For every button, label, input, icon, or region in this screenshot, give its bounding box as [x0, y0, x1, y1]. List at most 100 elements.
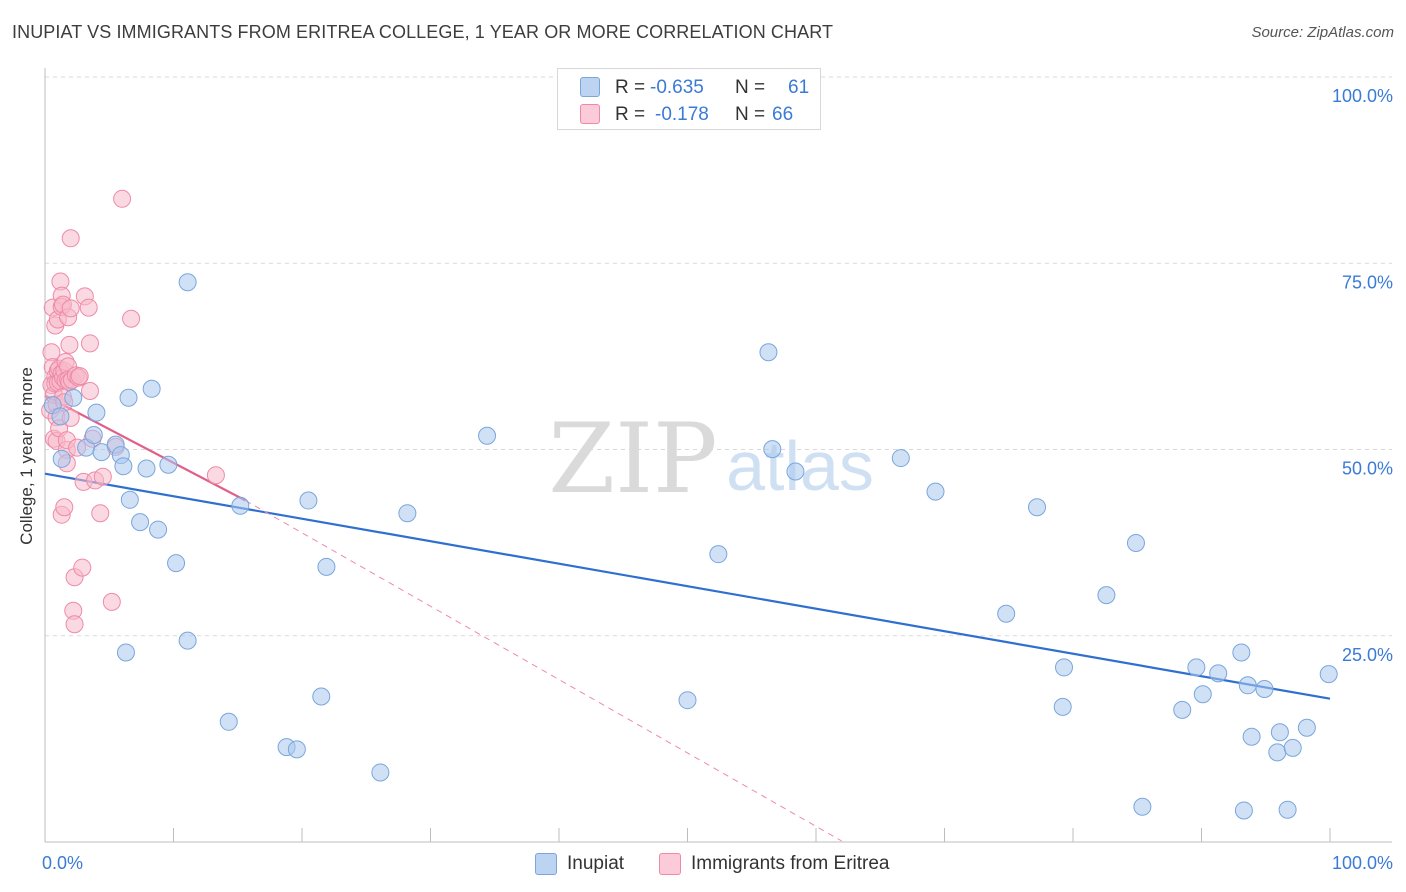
point-eritrea [80, 334, 99, 353]
point-inupiat [178, 631, 197, 650]
point-inupiat [1278, 800, 1297, 819]
point-inupiat [1297, 718, 1316, 737]
point-eritrea [65, 615, 84, 634]
point-inupiat [119, 388, 138, 407]
point-inupiat [178, 273, 197, 292]
tick-labels: 25.0% 50.0% 75.0% 100.0% 0.0% 100.0% [42, 86, 1393, 873]
legend-label-inupiat: Inupiat [567, 853, 625, 874]
point-inupiat [1268, 743, 1287, 762]
points-immigrants-from-eritrea [41, 189, 225, 634]
point-inupiat [287, 740, 306, 759]
point-eritrea [93, 467, 112, 486]
point-inupiat [219, 712, 238, 731]
point-eritrea [73, 558, 92, 577]
point-inupiat [167, 554, 186, 573]
watermark: ZIP atlas [548, 403, 874, 515]
point-inupiat [1028, 498, 1047, 517]
legend-r-label: R = [615, 77, 646, 98]
x-tick-label-max: 100.0% [1332, 853, 1393, 873]
point-inupiat [64, 388, 83, 407]
point-inupiat [92, 443, 111, 462]
point-inupiat [1055, 658, 1074, 677]
point-inupiat [763, 440, 782, 459]
point-eritrea [79, 298, 98, 317]
point-inupiat [51, 407, 70, 426]
legend-n-value: 61 [788, 77, 810, 98]
x-tick-label-min: 0.0% [42, 853, 83, 873]
point-inupiat [231, 496, 250, 515]
point-inupiat [478, 426, 497, 445]
point-inupiat [317, 557, 336, 576]
correlation-legend: R = -0.635 N = 61 R = -0.178 N = 66 [557, 68, 821, 130]
point-eritrea [206, 466, 225, 485]
point-inupiat [1270, 723, 1289, 742]
point-inupiat [1173, 700, 1192, 719]
point-inupiat [159, 455, 178, 474]
point-inupiat [1187, 658, 1206, 677]
point-inupiat [116, 643, 135, 662]
legend-swatch-eritrea [659, 853, 681, 875]
point-inupiat [926, 482, 945, 501]
point-eritrea [55, 498, 74, 517]
point-eritrea [91, 504, 110, 523]
legend-n-label: N = [735, 77, 766, 98]
point-eritrea [80, 382, 99, 401]
point-eritrea [60, 335, 79, 354]
point-inupiat [120, 490, 139, 509]
point-inupiat [149, 520, 168, 539]
point-inupiat [299, 491, 318, 510]
legend-swatch-blue [580, 77, 600, 97]
point-inupiat [1255, 680, 1274, 699]
y-tick-label: 25.0% [1342, 645, 1393, 665]
point-inupiat [114, 457, 133, 476]
point-inupiat [398, 504, 417, 523]
point-inupiat [371, 763, 390, 782]
y-tick-label: 50.0% [1342, 459, 1393, 479]
point-eritrea [122, 309, 141, 328]
point-inupiat [786, 462, 805, 481]
point-eritrea [113, 189, 132, 208]
point-inupiat [1234, 801, 1253, 820]
point-inupiat [1097, 586, 1116, 605]
point-inupiat [131, 513, 150, 532]
point-inupiat [1283, 738, 1302, 757]
legend-r-value: -0.635 [650, 77, 704, 98]
point-eritrea [102, 592, 121, 611]
points-inupiat [43, 273, 1338, 820]
point-eritrea [61, 229, 80, 248]
point-inupiat [84, 425, 103, 444]
point-inupiat [1238, 676, 1257, 695]
point-eritrea [61, 299, 80, 318]
legend-n-label: N = [735, 104, 766, 125]
chart-title: INUPIAT VS IMMIGRANTS FROM ERITREA COLLE… [12, 22, 834, 42]
point-inupiat [678, 691, 697, 710]
point-inupiat [312, 687, 331, 706]
source-label: Source: ZipAtlas.com [1251, 24, 1394, 41]
point-inupiat [1319, 665, 1338, 684]
point-inupiat [1053, 697, 1072, 716]
point-inupiat [759, 343, 778, 362]
point-inupiat [1242, 727, 1261, 746]
point-inupiat [137, 459, 156, 478]
legend-swatch-inupiat [535, 853, 557, 875]
point-inupiat [997, 604, 1016, 623]
watermark-zip: ZIP [548, 403, 717, 515]
trend-line-inupiat [44, 472, 1331, 700]
legend-swatch-pink [580, 104, 600, 124]
point-inupiat [709, 545, 728, 564]
point-inupiat [891, 449, 910, 468]
y-tick-label: 75.0% [1342, 272, 1393, 292]
legend-r-value: -0.178 [655, 104, 709, 125]
point-inupiat [1209, 664, 1228, 683]
point-inupiat [52, 449, 71, 468]
point-inupiat [1133, 797, 1152, 816]
trend-line-eritrea-extension [245, 500, 842, 842]
legend-r-label: R = [615, 104, 646, 125]
point-inupiat [1126, 534, 1145, 552]
point-inupiat [1193, 685, 1212, 704]
point-inupiat [142, 379, 161, 398]
legend-n-value: 66 [772, 104, 794, 125]
point-inupiat [87, 403, 106, 422]
point-inupiat [1232, 643, 1251, 662]
